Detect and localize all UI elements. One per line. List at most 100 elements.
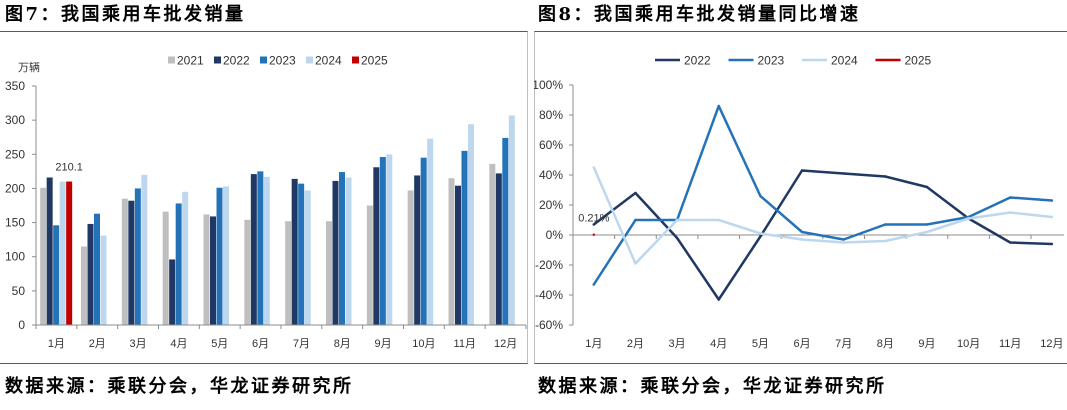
- bar-chart-source: 数据来源：乘联分会，华龙证券研究所: [5, 376, 354, 397]
- point-2023-m4: [717, 104, 720, 108]
- x-tick-label: 9月: [375, 338, 392, 350]
- y-axis: -60% -40% -20% 0% 20% 40% 60% 80% 100%: [534, 78, 574, 332]
- y-tick-label: 150: [5, 216, 25, 230]
- x-tick-label: 5月: [752, 338, 769, 350]
- bar-2024-m3: [141, 174, 148, 325]
- legend-label: 2024: [831, 54, 858, 68]
- bar-2024-m12: [508, 115, 515, 325]
- bar-2023-m12: [502, 137, 509, 325]
- data-label-2025-m1: 0.21%: [578, 213, 609, 225]
- bar-2022-m1: [46, 177, 53, 325]
- point-2022-m5: [759, 235, 762, 238]
- point-2024-m12: [1050, 215, 1054, 219]
- legend-label: 2022: [223, 54, 250, 68]
- x-tick-label: 6月: [252, 338, 269, 350]
- legend-label: 2023: [269, 54, 296, 68]
- bar-2021-m12: [489, 163, 496, 325]
- bar-2025-m1: [66, 181, 73, 325]
- bar-2023-m11: [461, 150, 468, 325]
- point-2023-m6: [800, 230, 804, 234]
- point-2024-m11: [1009, 211, 1012, 214]
- point-2022-m12: [1050, 242, 1054, 246]
- point-2022-m6: [800, 169, 804, 172]
- point-2022-m4: [717, 298, 720, 301]
- bar-2022-m9: [373, 167, 380, 325]
- legend-swatch: [168, 56, 175, 64]
- x-tick-label: 8月: [334, 338, 351, 350]
- x-tick-label: 11月: [999, 338, 1021, 350]
- x-tick-label: 3月: [130, 338, 147, 350]
- bar-2021-m9: [366, 205, 373, 325]
- y-tick-label: 50: [12, 284, 26, 298]
- legend-swatch: [352, 56, 359, 64]
- bar-2022-m7: [291, 178, 298, 325]
- bar-2023-m9: [379, 157, 386, 325]
- point-2022-m11: [1009, 241, 1012, 244]
- data-labels: 0.21%: [578, 213, 609, 225]
- bar-2024-m10: [427, 138, 434, 325]
- legend-label: 2025: [361, 54, 388, 68]
- bar-2021-m8: [326, 221, 332, 325]
- x-tick-label: 1月: [48, 338, 65, 350]
- y-tick-label: 0%: [546, 228, 564, 242]
- line-chart-source: 数据来源：乘联分会，华龙证券研究所: [538, 376, 887, 397]
- point-2022-m1: [592, 223, 596, 226]
- x-tick-label: 12月: [494, 338, 517, 350]
- point-2024-m6: [800, 238, 804, 241]
- legend-label: 2021: [177, 54, 204, 68]
- x-tick-label: 5月: [211, 338, 228, 350]
- line-2022: [592, 169, 1054, 301]
- legend-item-2023: 2023: [260, 54, 296, 68]
- bar-2023-m7: [298, 183, 305, 325]
- bar-2021-m4: [162, 211, 169, 325]
- bar-2022-m12: [495, 173, 502, 325]
- x-axis: 1月 2月 3月 4月 5月 6月 7月 8月 9月 10月 11月 12月: [35, 324, 527, 350]
- y-tick-label: 60%: [539, 138, 563, 152]
- bar-2021-m10: [407, 190, 414, 325]
- bar-2024-m8: [345, 177, 352, 325]
- y-tick-label: 350: [5, 79, 25, 93]
- bar-2024-m6: [263, 176, 270, 325]
- bar-2023-m1: [53, 225, 60, 325]
- y-tick-label: 100%: [534, 78, 563, 92]
- y-tick-label: -40%: [535, 288, 563, 302]
- y-tick-label: -20%: [535, 258, 563, 272]
- point-2023-m2: [634, 218, 637, 222]
- x-tick-label: 10月: [412, 338, 435, 350]
- bar-chart-frame: [0, 31, 528, 364]
- point-2023-m9: [925, 223, 929, 226]
- y-tick-label: -60%: [535, 318, 563, 332]
- bar-series: [40, 115, 515, 326]
- bar-2021-m3: [121, 198, 128, 325]
- legend-item-2022: 2022: [214, 54, 250, 68]
- bar-2021-m6: [244, 219, 251, 325]
- bar-2024-m1: [59, 181, 66, 325]
- bar-chart: 0 50 100 150 200 250 300 350 1月 2月 3月 4月 5月 6月 7月 8月 9月…: [5, 54, 527, 350]
- x-tick-label: 6月: [793, 338, 810, 350]
- point-2022-m8: [884, 175, 887, 178]
- legend: 2021 2022 2023 2024 2025: [168, 54, 388, 68]
- y-tick-label: 40%: [539, 168, 563, 182]
- bar-2023-m4: [175, 203, 182, 325]
- line-chart-title: 图8：我国乘用车批发销量同比增速: [538, 4, 861, 25]
- point-2022-m9: [925, 185, 929, 189]
- bar-2021-m5: [203, 214, 210, 325]
- point-2023-m11: [1009, 196, 1012, 199]
- legend-swatch: [306, 56, 313, 64]
- y-tick-label: 0: [18, 318, 25, 332]
- point-2023-m7: [842, 238, 845, 241]
- legend-label: 2024: [315, 54, 342, 68]
- x-tick-label: 7月: [293, 338, 310, 350]
- x-tick-label: 9月: [918, 338, 935, 350]
- bar-2022-m10: [414, 175, 421, 325]
- point-2022-m3: [675, 236, 679, 240]
- legend-label: 2023: [758, 54, 785, 68]
- legend-label: 2025: [905, 54, 932, 68]
- bar-2024-m7: [304, 190, 311, 325]
- legend-item-2024: 2024: [802, 54, 858, 68]
- bar-chart-title: 图7：我国乘用车批发销量: [5, 4, 246, 25]
- y-tick-label: 20%: [539, 198, 563, 212]
- bar-2023-m3: [134, 188, 141, 325]
- legend-item-2024: 2024: [306, 54, 342, 68]
- line-chart: -60% -40% -20% 0% 20% 40% 60% 80% 100% 1月 2月 3月 4月 5…: [534, 54, 1064, 350]
